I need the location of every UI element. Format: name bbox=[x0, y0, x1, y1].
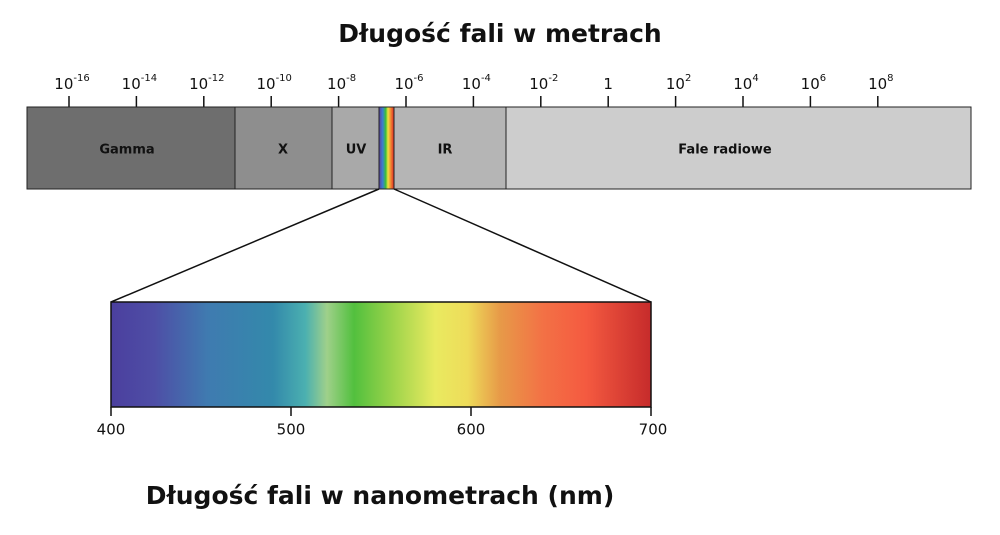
tick-base: 10 bbox=[122, 75, 141, 93]
top-tick-label: 10-8 bbox=[327, 73, 356, 93]
bottom-axis: 400 500 600 700 bbox=[97, 407, 668, 439]
top-tick-label: 104 bbox=[733, 73, 758, 93]
tick-base: 10 bbox=[666, 75, 685, 93]
band-radio bbox=[505, 106, 972, 190]
band-gamma bbox=[26, 106, 236, 190]
bottom-tick-label: 600 bbox=[457, 421, 486, 439]
top-tick-label: 108 bbox=[868, 73, 893, 93]
top-tick-label: 1 bbox=[603, 75, 613, 93]
tick-base: 1 bbox=[603, 75, 613, 93]
tick-base: 10 bbox=[394, 75, 413, 93]
tick-exponent: -10 bbox=[276, 73, 292, 84]
top-axis: 10-16 10-14 10-12 10-10 10-8 10-6 10-4 10-2 1 102… bbox=[54, 73, 894, 107]
top-tick-label: 10-14 bbox=[122, 73, 157, 93]
bottom-tick-label: 400 bbox=[97, 421, 126, 439]
band-label: Gamma bbox=[99, 143, 154, 158]
band-x bbox=[234, 106, 333, 190]
top-tick-label: 10-4 bbox=[462, 73, 491, 93]
tick-exponent: 4 bbox=[752, 73, 758, 84]
tick-base: 10 bbox=[189, 75, 208, 93]
top-tick-label: 10-16 bbox=[54, 73, 89, 93]
top-tick-label: 10-2 bbox=[529, 73, 558, 93]
tick-exponent: 8 bbox=[887, 73, 893, 84]
band-ir bbox=[393, 106, 507, 190]
tick-exponent: -16 bbox=[73, 73, 89, 84]
tick-exponent: -6 bbox=[414, 73, 424, 84]
tick-base: 10 bbox=[327, 75, 346, 93]
tick-exponent: 6 bbox=[820, 73, 826, 84]
tick-base: 10 bbox=[462, 75, 481, 93]
top-tick-label: 106 bbox=[801, 73, 826, 93]
zoom-line bbox=[110, 188, 380, 303]
tick-base: 10 bbox=[54, 75, 73, 93]
tick-exponent: 2 bbox=[685, 73, 691, 84]
visible-spectrum bbox=[110, 301, 652, 408]
band-visible bbox=[378, 106, 395, 190]
tick-exponent: -14 bbox=[141, 73, 157, 84]
tick-exponent: -2 bbox=[548, 73, 558, 84]
top-tick-label: 102 bbox=[666, 73, 691, 93]
tick-base: 10 bbox=[256, 75, 275, 93]
band-label: Fale radiowe bbox=[678, 143, 772, 158]
tick-exponent: -12 bbox=[208, 73, 224, 84]
top-tick-label: 10-10 bbox=[256, 73, 291, 93]
title: Długość fali w metrach bbox=[338, 19, 661, 48]
bottom-tick-label: 700 bbox=[639, 421, 668, 439]
band-label: UV bbox=[346, 143, 367, 158]
tick-base: 10 bbox=[529, 75, 548, 93]
top-tick-label: 10-12 bbox=[189, 73, 224, 93]
tick-base: 10 bbox=[733, 75, 752, 93]
zoom-line bbox=[393, 188, 652, 303]
tick-exponent: -8 bbox=[346, 73, 356, 84]
band-label: X bbox=[278, 143, 288, 158]
band-label: IR bbox=[438, 143, 453, 158]
tick-base: 10 bbox=[868, 75, 887, 93]
band-uv bbox=[331, 106, 380, 190]
bottom-tick-label: 500 bbox=[277, 421, 306, 439]
tick-exponent: -4 bbox=[481, 73, 491, 84]
bottom-title: Długość fali w nanometrach (nm) bbox=[146, 481, 615, 510]
top-tick-label: 10-6 bbox=[394, 73, 423, 93]
tick-base: 10 bbox=[801, 75, 820, 93]
